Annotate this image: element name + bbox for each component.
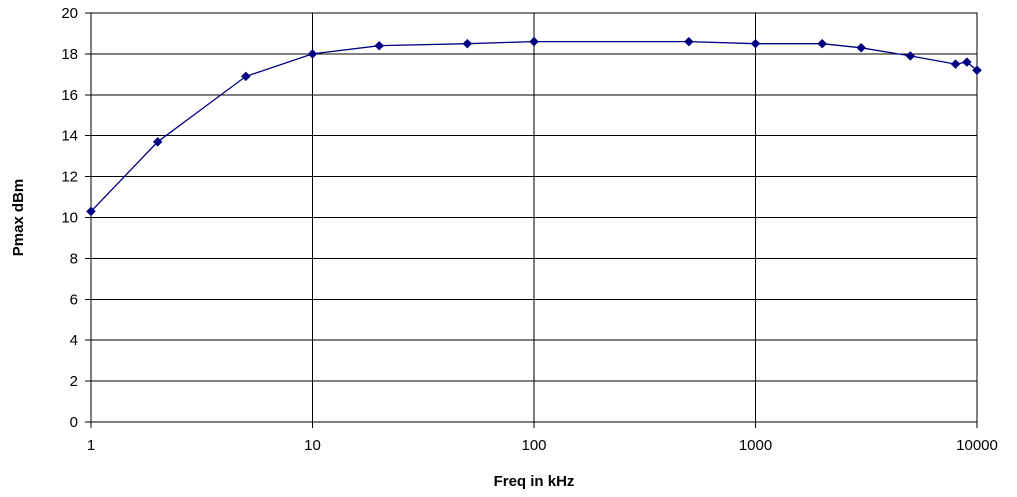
data-point (817, 38, 828, 49)
data-point (462, 38, 473, 49)
y-tick-label: 14 (61, 128, 78, 145)
x-tick-label: 10000 (956, 437, 998, 454)
y-tick-label: 18 (61, 46, 78, 63)
data-point (86, 206, 96, 217)
x-tick-label: 1 (87, 437, 95, 454)
x-tick-label: 1000 (739, 437, 772, 454)
data-point (152, 136, 163, 147)
series-layer (86, 36, 982, 217)
data-point (950, 59, 961, 69)
data-point (972, 65, 982, 76)
y-tick-label: 8 (70, 250, 78, 267)
y-tick-label: 0 (70, 414, 78, 431)
y-tick-label: 20 (61, 5, 78, 22)
data-point (529, 36, 539, 47)
y-tick-label: 16 (61, 87, 78, 104)
data-point (374, 40, 385, 51)
data-point (240, 71, 251, 82)
y-tick-label: 10 (61, 210, 78, 227)
data-point (856, 42, 867, 53)
data-point (905, 51, 916, 61)
y-tick-label: 12 (61, 169, 78, 186)
data-point (307, 49, 318, 59)
data-point (962, 57, 972, 67)
y-tick-label: 2 (70, 373, 78, 390)
x-tick-label: 10 (304, 437, 321, 454)
y-axis-title: Pmax dBm (10, 179, 27, 257)
axis-ticks: 0 2 4 6 8 10 12 14 16 18 20 1 10 100 1000 10000 (61, 5, 998, 454)
y-tick-label: 6 (70, 291, 78, 308)
x-axis-title: Freq in kHz (494, 473, 575, 490)
x-tick-label: 100 (521, 437, 546, 454)
data-point (750, 38, 761, 49)
data-point (683, 36, 694, 47)
y-tick-label: 4 (70, 332, 78, 349)
